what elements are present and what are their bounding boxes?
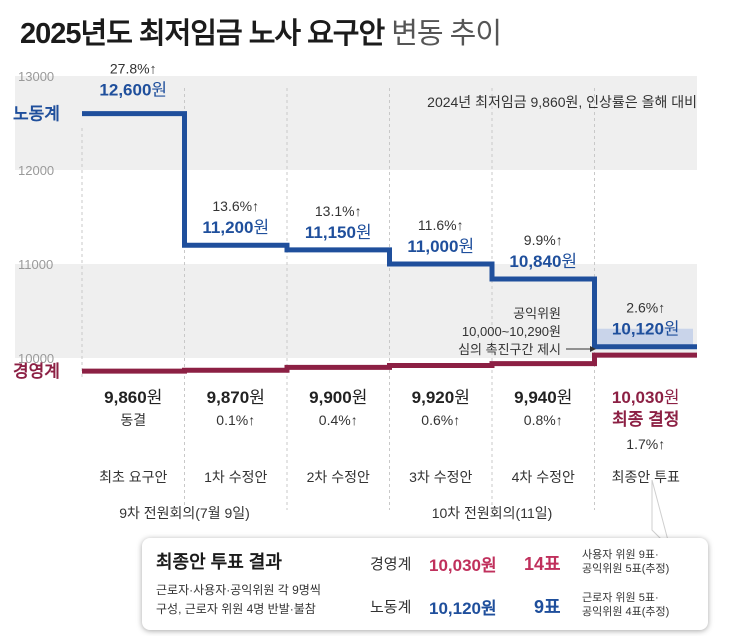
labor-change-label: 11.6%↑ bbox=[418, 217, 464, 233]
result-row-labor-note-1: 근로자 위원 5표· bbox=[582, 592, 659, 604]
series-name-labor: 노동계 bbox=[13, 105, 60, 124]
chart-note: 2024년 최저임금 9,860원, 인상률은 올해 대비 bbox=[427, 94, 697, 110]
grid-band-0 bbox=[15, 76, 697, 170]
annotation: 공익위원 10,000~10,290원 심의 촉진구간 제시 bbox=[458, 306, 596, 357]
result-row-management-note-1: 사용자 위원 9표· bbox=[582, 549, 659, 561]
category-label: 최종안 투표 bbox=[612, 469, 680, 485]
title-main: 2025년도 최저임금 노사 요구안 bbox=[20, 18, 385, 50]
labor-change-label: 9.9%↑ bbox=[524, 232, 563, 248]
category-label: 3차 수정안 bbox=[409, 469, 472, 485]
category-label: 4차 수정안 bbox=[512, 469, 575, 485]
management-value-label: 10,030원 bbox=[612, 388, 680, 407]
category-label: 최초 요구안 bbox=[99, 469, 167, 485]
labor-value-label: 10,840원 bbox=[509, 252, 577, 271]
result-row-management-votes: 14표 bbox=[524, 554, 561, 574]
y-tick-label: 10000 bbox=[18, 351, 54, 366]
result-row-management-note: 사용자 위원 9표· 공익위원 5표(추정) bbox=[582, 548, 669, 576]
labor-change-label: 27.8%↑ bbox=[110, 61, 157, 77]
management-value-label: 9,870원 bbox=[207, 388, 265, 407]
annotation-line-3: 심의 촉진구간 제시 bbox=[458, 342, 561, 357]
result-title: 최종안 투표 결과 bbox=[156, 552, 282, 572]
management-value-label: 9,940원 bbox=[514, 388, 572, 407]
annotation-line-1: 공익위원 bbox=[513, 306, 561, 321]
management-value-label: 9,900원 bbox=[309, 388, 367, 407]
category-label: 2차 수정안 bbox=[307, 469, 370, 485]
management-change-label: 동결 bbox=[120, 412, 146, 428]
result-row-labor-value: 10,120원 bbox=[429, 599, 497, 618]
series-name-management: 경영계 bbox=[13, 362, 60, 381]
management-change-label: 0.4%↑ bbox=[319, 412, 358, 428]
y-tick-label: 13000 bbox=[18, 69, 54, 84]
final-decision-label: 최종 결정 bbox=[612, 410, 679, 429]
management-change-label: 0.6%↑ bbox=[421, 412, 460, 428]
y-tick-label: 12000 bbox=[18, 163, 54, 178]
result-desc-line-1: 근로자·사용자·공익위원 각 9명씩 bbox=[156, 583, 321, 597]
management-value-label: 9,920원 bbox=[412, 388, 470, 407]
result-row-management-note-2: 공익위원 5표(추정) bbox=[582, 563, 670, 575]
result-row-management-label: 경영계 bbox=[370, 556, 412, 573]
labor-change-label: 13.6%↑ bbox=[212, 198, 259, 214]
result-row-labor-label: 노동계 bbox=[370, 599, 412, 616]
labor-value-label: 11,200원 bbox=[202, 218, 269, 237]
annotation-arrow-head bbox=[590, 346, 596, 352]
result-row-labor-note-2: 공익위원 4표(추정) bbox=[582, 606, 670, 618]
result-row-labor-votes: 9표 bbox=[534, 597, 561, 617]
labor-value-label: 11,000원 bbox=[407, 237, 474, 256]
final-value-highlight bbox=[596, 328, 693, 347]
series-line-labor bbox=[82, 111, 697, 350]
result-panel: 최종안 투표 결과 근로자·사용자·공익위원 각 9명씩 구성, 근로자 위원 … bbox=[142, 538, 708, 630]
y-tick-label: 11000 bbox=[18, 257, 53, 272]
chart-title: 2025년도 최저임금 노사 요구안 변동 추이 bbox=[20, 10, 502, 52]
labor-value-label: 12,600원 bbox=[99, 81, 167, 100]
labor-value-label: 11,150원 bbox=[305, 223, 372, 242]
series-line-management bbox=[82, 352, 697, 374]
management-change-label: 0.1%↑ bbox=[216, 412, 255, 428]
result-row-management-value: 10,030원 bbox=[429, 556, 497, 575]
title-sub: 변동 추이 bbox=[391, 18, 502, 50]
labor-change-label: 2.6%↑ bbox=[626, 300, 665, 316]
result-row-labor-note: 근로자 위원 5표· 공익위원 4표(추정) bbox=[582, 591, 669, 619]
management-change-label: 1.7%↑ bbox=[626, 436, 665, 452]
labor-change-label: 13.1%↑ bbox=[315, 203, 362, 219]
meeting-label: 10차 전원회의(11일) bbox=[432, 505, 553, 521]
management-value-label: 9,860원 bbox=[104, 388, 162, 407]
management-change-label: 0.8%↑ bbox=[524, 412, 563, 428]
meeting-label: 9차 전원회의(7월 9일) bbox=[119, 505, 250, 521]
result-desc-line-2: 구성, 근로자 위원 4명 반발·불참 bbox=[156, 602, 316, 616]
annotation-line-2: 10,000~10,290원 bbox=[462, 324, 561, 339]
category-label: 1차 수정안 bbox=[204, 469, 267, 485]
labor-value-label: 10,120원 bbox=[612, 320, 680, 339]
